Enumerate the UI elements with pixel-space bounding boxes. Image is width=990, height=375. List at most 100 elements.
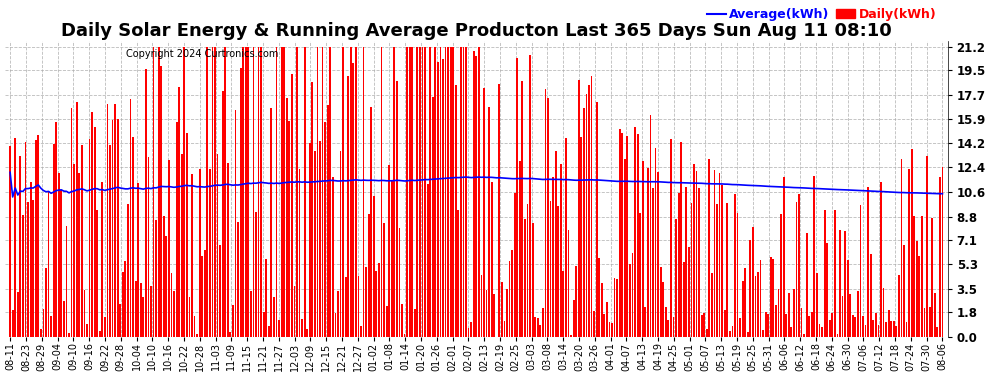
Bar [122, 272, 124, 337]
Bar [570, 335, 572, 337]
Bar [811, 312, 813, 337]
Bar [696, 171, 697, 337]
Bar [230, 332, 232, 337]
Bar [391, 180, 393, 337]
Bar [235, 110, 237, 337]
Bar [150, 286, 151, 337]
Bar [20, 156, 21, 337]
Bar [38, 135, 40, 337]
Bar [501, 282, 503, 337]
Bar [454, 85, 456, 337]
Bar [462, 47, 464, 337]
Bar [304, 47, 306, 337]
Bar [68, 333, 70, 337]
Bar [530, 55, 531, 337]
Bar [181, 154, 182, 337]
Bar [790, 327, 792, 337]
Bar [170, 273, 172, 337]
Bar [212, 47, 214, 337]
Bar [306, 328, 308, 337]
Bar [435, 47, 437, 337]
Bar [783, 177, 784, 337]
Bar [744, 268, 746, 337]
Bar [191, 174, 193, 337]
Bar [762, 330, 764, 337]
Bar [901, 159, 902, 337]
Bar [255, 212, 256, 337]
Bar [14, 138, 16, 337]
Bar [895, 326, 897, 337]
Bar [711, 273, 713, 337]
Bar [683, 262, 685, 337]
Bar [281, 47, 282, 337]
Bar [199, 169, 201, 337]
Bar [657, 172, 659, 337]
Bar [27, 202, 29, 337]
Bar [243, 47, 245, 337]
Bar [309, 142, 311, 337]
Bar [183, 47, 185, 337]
Bar [716, 204, 718, 337]
Bar [749, 240, 751, 337]
Bar [343, 47, 344, 337]
Bar [248, 47, 249, 337]
Bar [288, 121, 290, 337]
Bar [378, 263, 380, 337]
Bar [916, 241, 918, 337]
Bar [885, 322, 887, 337]
Bar [9, 146, 11, 337]
Bar [519, 162, 521, 337]
Bar [583, 108, 585, 337]
Bar [109, 145, 111, 337]
Bar [417, 47, 418, 337]
Bar [714, 170, 716, 337]
Bar [919, 256, 921, 337]
Bar [578, 80, 579, 337]
Bar [430, 47, 431, 337]
Bar [319, 141, 321, 337]
Bar [352, 63, 354, 337]
Bar [478, 47, 480, 337]
Bar [73, 164, 75, 337]
Bar [375, 271, 377, 337]
Bar [906, 322, 908, 337]
Bar [480, 274, 482, 337]
Bar [89, 138, 90, 337]
Bar [260, 47, 262, 337]
Bar [355, 47, 356, 337]
Bar [604, 314, 605, 337]
Bar [746, 332, 748, 337]
Bar [504, 321, 505, 337]
Bar [437, 62, 439, 337]
Bar [57, 173, 59, 337]
Bar [452, 47, 454, 337]
Bar [130, 99, 132, 337]
Bar [647, 168, 648, 337]
Bar [383, 223, 385, 337]
Bar [565, 138, 567, 337]
Bar [765, 312, 766, 337]
Bar [801, 308, 803, 337]
Bar [537, 318, 539, 337]
Bar [934, 293, 936, 337]
Bar [449, 47, 451, 337]
Bar [33, 200, 34, 337]
Bar [12, 310, 14, 337]
Bar [567, 230, 569, 337]
Bar [722, 186, 723, 337]
Bar [693, 164, 695, 337]
Bar [301, 320, 303, 337]
Bar [606, 303, 608, 337]
Bar [793, 289, 795, 337]
Bar [740, 318, 741, 337]
Bar [846, 260, 848, 337]
Bar [35, 140, 37, 337]
Bar [644, 306, 646, 337]
Bar [201, 256, 203, 337]
Bar [209, 169, 211, 337]
Bar [552, 177, 554, 337]
Bar [877, 325, 879, 337]
Bar [757, 272, 759, 337]
Bar [157, 47, 159, 337]
Bar [834, 210, 836, 337]
